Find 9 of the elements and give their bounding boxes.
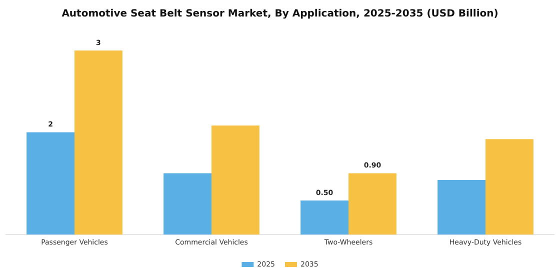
bar xyxy=(486,139,534,235)
bar xyxy=(438,180,486,235)
bar xyxy=(164,173,212,235)
bar xyxy=(348,173,396,235)
bar xyxy=(212,125,260,235)
bar xyxy=(300,200,348,235)
bar xyxy=(74,50,122,235)
chart-title: Automotive Seat Belt Sensor Market, By Application, 2025-2035 (USD Billion) xyxy=(62,8,498,20)
bar xyxy=(26,132,74,235)
